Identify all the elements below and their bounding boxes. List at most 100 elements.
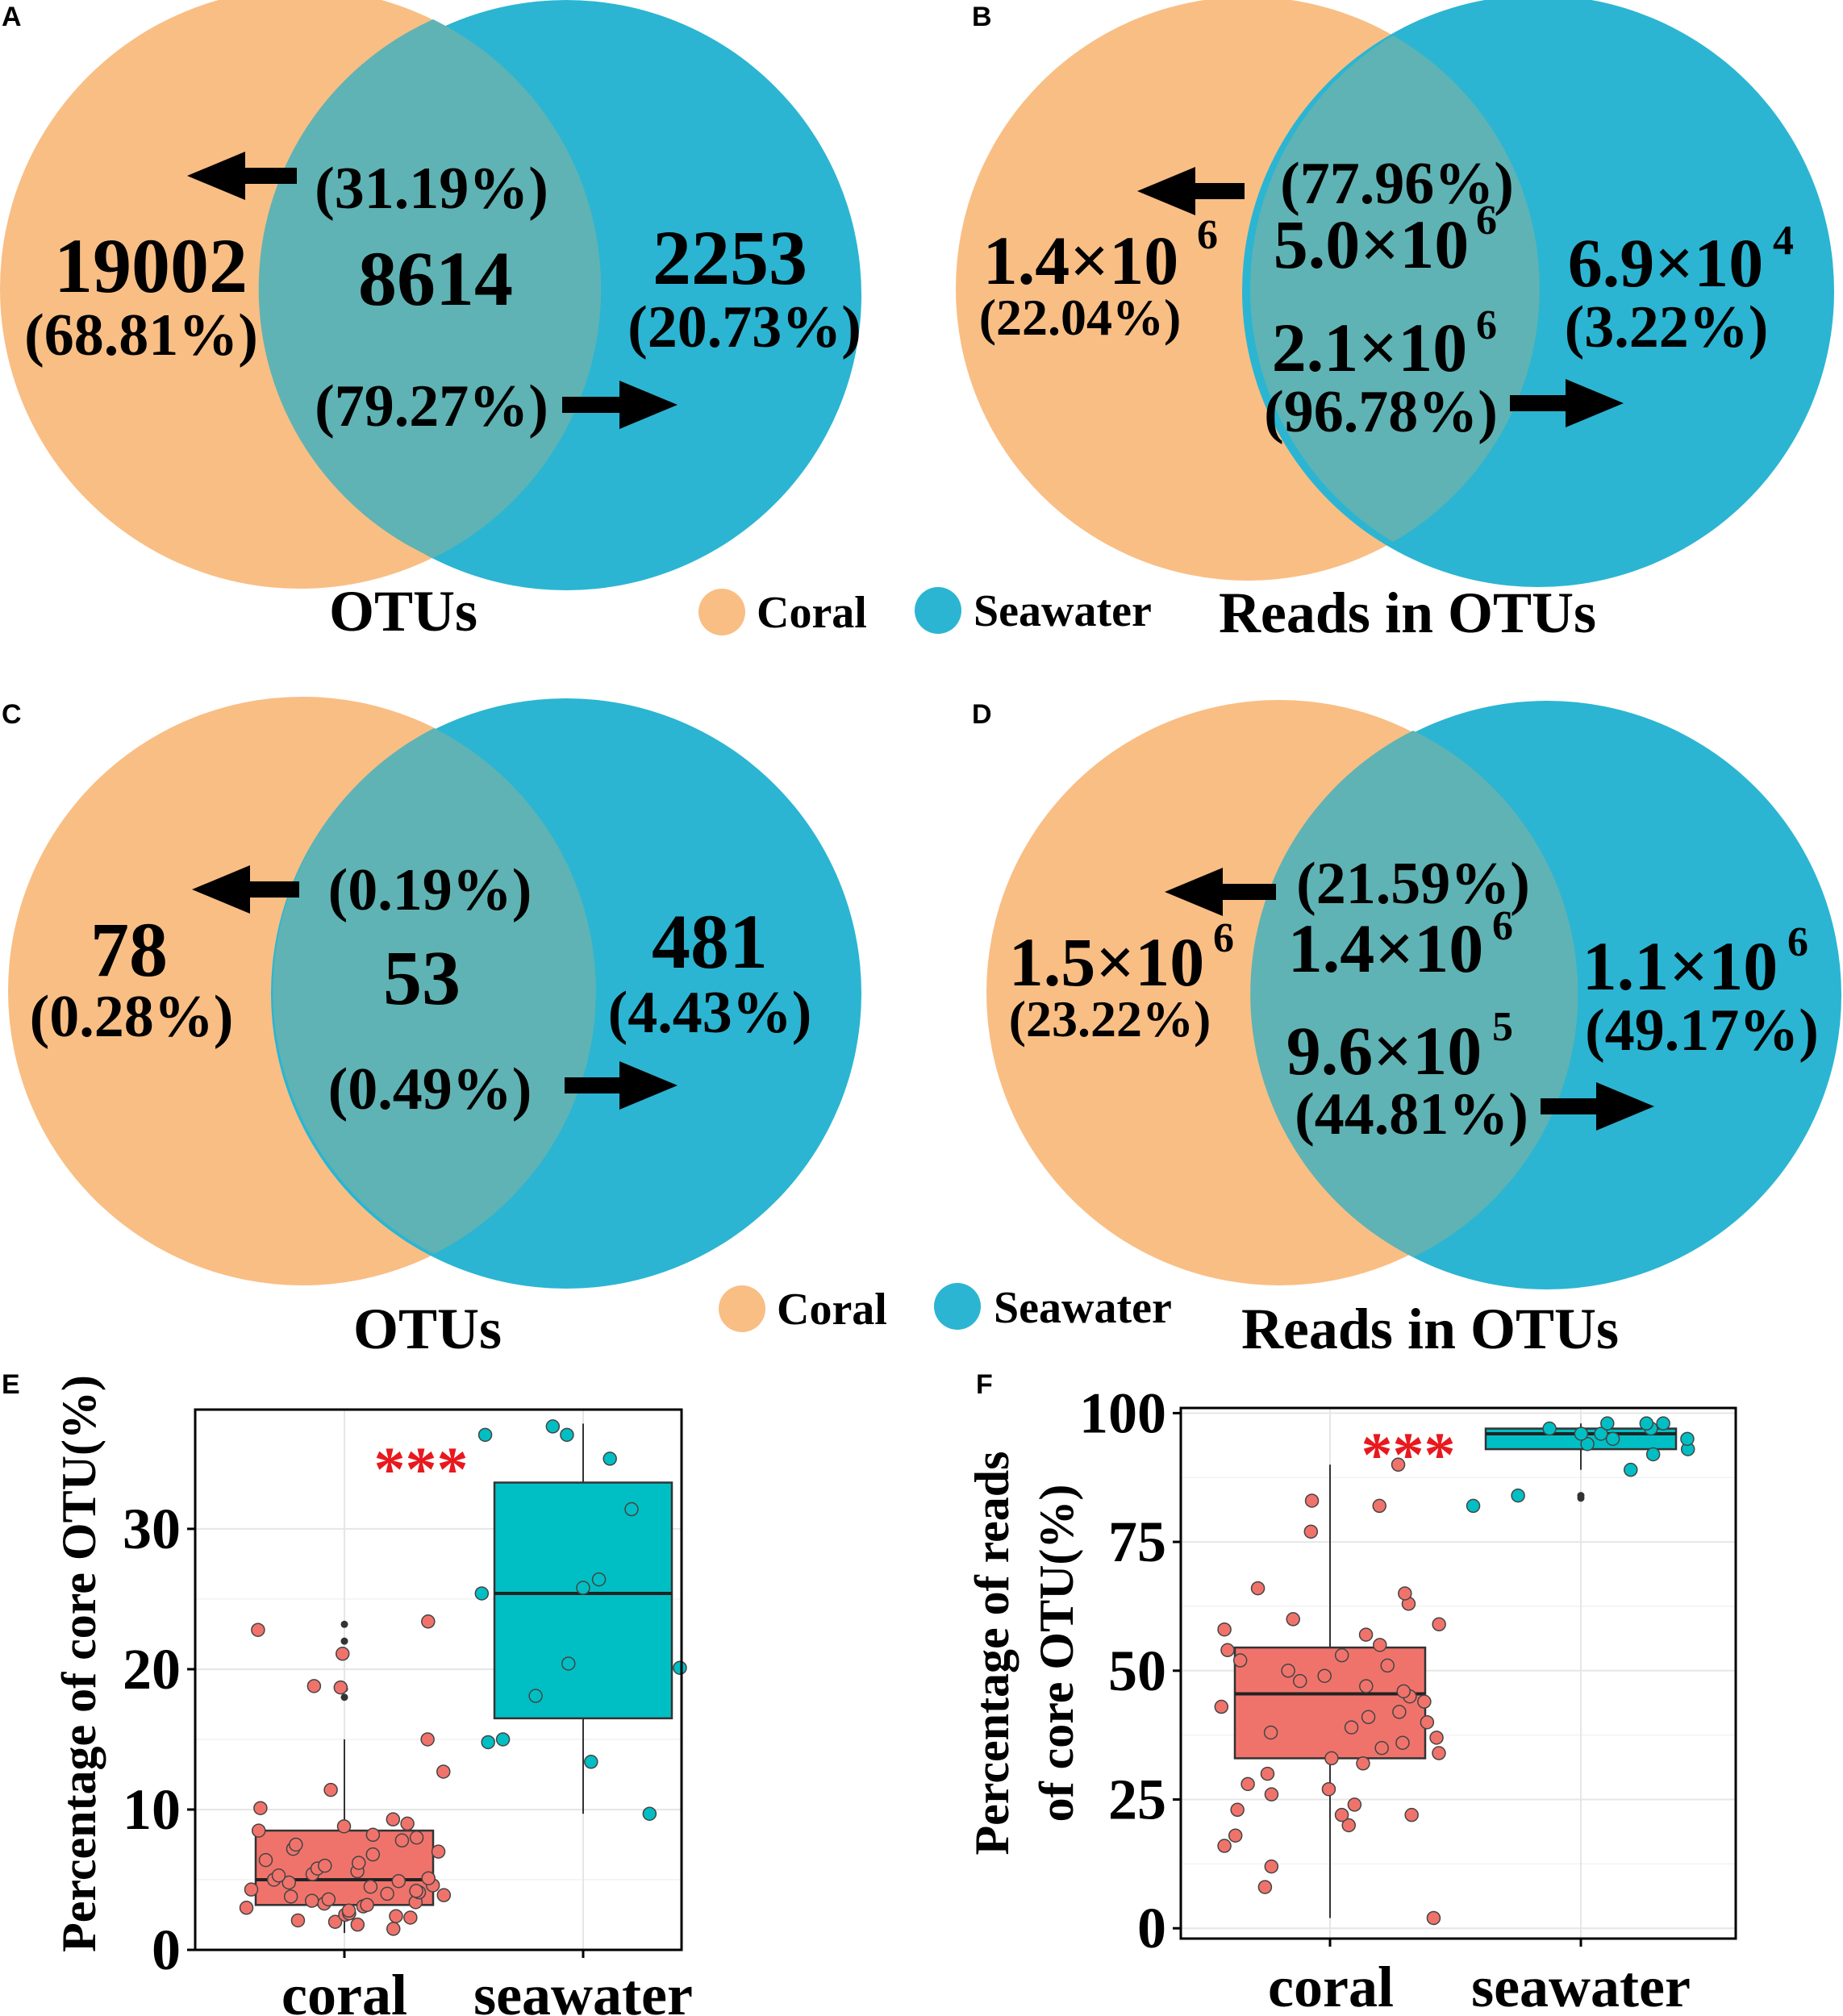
e-point-seawater bbox=[474, 1586, 490, 1601]
f-point-coral bbox=[1426, 1910, 1441, 1926]
e-box-seawater bbox=[493, 1481, 673, 1720]
f-point-seawater bbox=[1624, 1462, 1638, 1477]
e-point-coral bbox=[251, 1622, 265, 1637]
e-outlier-coral bbox=[340, 1637, 348, 1645]
e-point-coral bbox=[341, 1903, 357, 1918]
venn-d-shared-pct-coral: (21.59%) bbox=[1296, 851, 1530, 917]
f-ylabel-line-1: Percentage of reads bbox=[965, 1452, 1019, 1856]
e-point-coral bbox=[350, 1917, 365, 1932]
e-point-seawater bbox=[561, 1656, 576, 1671]
e-plot-frame bbox=[194, 1408, 683, 1951]
venn-a-right-value: 2253 bbox=[653, 215, 807, 301]
venn-d-left-exp: 6 bbox=[1213, 915, 1234, 961]
e-point-seawater bbox=[528, 1689, 543, 1703]
e-point-coral bbox=[251, 1823, 266, 1838]
e-point-coral bbox=[400, 1816, 415, 1831]
e-category-label-seawater: seawater bbox=[473, 1963, 693, 2016]
f-point-coral bbox=[1228, 1828, 1243, 1843]
e-category-label-coral: coral bbox=[281, 1963, 407, 2016]
f-point-coral bbox=[1303, 1524, 1319, 1539]
e-point-seawater bbox=[591, 1572, 607, 1587]
f-point-seawater bbox=[1639, 1416, 1654, 1431]
e-point-coral bbox=[403, 1910, 418, 1925]
e-significance: *** bbox=[374, 1434, 469, 1504]
f-point-coral bbox=[1217, 1839, 1232, 1853]
venn-a-shared-pct-coral: (31.19%) bbox=[315, 156, 548, 222]
venn-c-right-value: 481 bbox=[652, 898, 768, 985]
panel-e-letter: E bbox=[2, 1369, 20, 1400]
venn-a-shared-value: 8614 bbox=[358, 235, 513, 322]
e-point-coral bbox=[360, 1897, 374, 1913]
venn-b-arrow-right-icon bbox=[1510, 379, 1624, 427]
f-point-coral bbox=[1334, 1807, 1349, 1822]
f-point-coral bbox=[1321, 1781, 1336, 1797]
venn-d-right-pct: (49.17%) bbox=[1585, 998, 1819, 1064]
f-point-coral bbox=[1334, 1647, 1349, 1663]
f-point-coral bbox=[1396, 1684, 1411, 1699]
venn-a-left-pct: (68.81%) bbox=[24, 302, 258, 369]
venn-a-title: OTUs bbox=[329, 579, 477, 644]
e-point-coral bbox=[304, 1893, 319, 1908]
f-category-label-coral: coral bbox=[1268, 1955, 1394, 2016]
e-point-coral bbox=[306, 1679, 322, 1693]
f-significance: *** bbox=[1361, 1419, 1456, 1489]
f-point-seawater bbox=[1594, 1427, 1608, 1441]
panel-f-letter: F bbox=[976, 1369, 993, 1400]
venn-b-shared-bot-base: 2.1×10 bbox=[1272, 309, 1468, 386]
f-point-coral bbox=[1432, 1617, 1446, 1632]
f-point-seawater bbox=[1600, 1416, 1615, 1431]
e-point-coral bbox=[351, 1856, 366, 1870]
panel-d-letter: D bbox=[972, 699, 992, 730]
f-axes: 0 25 50 75 100 coral seawater bbox=[1079, 1381, 1691, 2016]
e-point-coral bbox=[421, 1871, 436, 1885]
e-point-coral bbox=[336, 1819, 352, 1834]
venn-b-shared-top-exp: 6 bbox=[1476, 198, 1497, 244]
f-ylabel-line-2: of core OTU(%) bbox=[1030, 1485, 1083, 1822]
f-point-coral bbox=[1398, 1586, 1412, 1601]
e-point-seawater bbox=[495, 1732, 511, 1747]
legend-top: Coral Seawater bbox=[698, 586, 1152, 638]
e-ytick-label: 10 bbox=[123, 1777, 181, 1842]
legend-top-coral-label: Coral bbox=[757, 588, 867, 638]
e-point-coral bbox=[365, 1827, 381, 1843]
f-point-coral bbox=[1395, 1735, 1410, 1750]
f-ytick-label: 50 bbox=[1108, 1639, 1166, 1703]
f-point-coral bbox=[1324, 1751, 1339, 1766]
venn-c-left-pct: (0.28%) bbox=[30, 984, 234, 1050]
f-point-seawater bbox=[1466, 1498, 1481, 1514]
venn-d-right-exp: 6 bbox=[1787, 919, 1808, 965]
venn-d-left-base: 1.5×10 bbox=[1009, 923, 1205, 1001]
venn-c-right-pct: (4.43%) bbox=[608, 980, 812, 1046]
legend-bottom: Coral Seawater bbox=[719, 1283, 1172, 1335]
e-point-coral bbox=[436, 1764, 451, 1779]
panel-b-letter: B bbox=[972, 2, 992, 32]
f-point-coral bbox=[1304, 1493, 1320, 1508]
f-point-seawater bbox=[1656, 1416, 1670, 1431]
venn-b-right-pct: (3.22%) bbox=[1565, 294, 1769, 360]
e-point-coral bbox=[409, 1831, 424, 1845]
venn-b-left-base: 1.4×10 bbox=[983, 222, 1179, 299]
f-point-seawater bbox=[1605, 1431, 1620, 1447]
e-point-seawater bbox=[560, 1427, 574, 1443]
e-point-coral bbox=[431, 1844, 446, 1859]
e-ytick-label: 0 bbox=[152, 1918, 181, 1982]
venn-c-left-value: 78 bbox=[90, 906, 168, 993]
e-point-coral bbox=[283, 1889, 298, 1904]
venn-d-overlap bbox=[1250, 731, 1578, 1257]
e-point-coral bbox=[386, 1922, 401, 1936]
f-point-seawater bbox=[1511, 1488, 1525, 1503]
e-point-coral bbox=[244, 1882, 259, 1897]
venn-b-left-pct: (22.04%) bbox=[979, 289, 1182, 346]
e-axes: 0 10 20 30 coral seawater bbox=[123, 1497, 693, 2016]
e-point-seawater bbox=[576, 1581, 590, 1595]
panel-d-venn: D (21.59%) 1.4×10 6 9.6×10 5 (44.81%) 1.… bbox=[972, 699, 1841, 1361]
venn-b-shared-bot-exp: 6 bbox=[1476, 302, 1497, 348]
f-point-seawater bbox=[1645, 1447, 1661, 1462]
f-point-coral bbox=[1391, 1457, 1406, 1472]
e-point-coral bbox=[271, 1868, 286, 1883]
f-point-coral bbox=[1429, 1731, 1444, 1745]
venn-c-overlap bbox=[273, 728, 596, 1254]
f-point-coral bbox=[1217, 1622, 1232, 1637]
venn-b-left-exp: 6 bbox=[1197, 212, 1218, 258]
